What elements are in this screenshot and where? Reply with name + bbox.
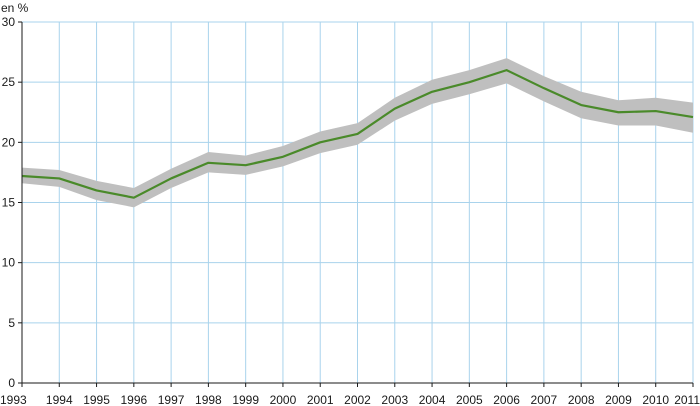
axes	[18, 21, 694, 387]
y-tick-label: 5	[8, 316, 15, 330]
y-axis-unit-label: en %	[1, 1, 29, 15]
x-tick-label: 2003	[381, 393, 408, 406]
x-tick-label: 2000	[270, 393, 297, 406]
x-tick-label: 1998	[195, 393, 222, 406]
y-tick-label: 0	[8, 376, 15, 390]
x-tick-label: 2008	[568, 393, 595, 406]
x-tick-label: 2004	[419, 393, 446, 406]
x-tick-label: 1994	[46, 393, 73, 406]
y-tick-label: 30	[2, 15, 16, 29]
x-tick-label: 1999	[232, 393, 259, 406]
x-tick-label: 2009	[605, 393, 632, 406]
y-tick-labels: 0 5 10 15 20 25 30	[2, 15, 16, 390]
y-tick-label: 25	[2, 75, 16, 89]
y-tick-label: 15	[2, 196, 16, 210]
x-tick-label: 2007	[531, 393, 558, 406]
x-tick-labels: 1993 1994 1995 1996 1997 1998 1999 2000 2001 2002…	[0, 393, 700, 406]
x-tick-label: 2006	[493, 393, 520, 406]
y-tick-label: 10	[2, 256, 16, 270]
x-tick-label: 2001	[307, 393, 334, 406]
series-line	[21, 69, 694, 199]
x-tick-label: 1995	[83, 393, 110, 406]
x-tick-label: 2011	[674, 393, 700, 406]
x-tick-label: 2005	[456, 393, 483, 406]
x-tick-label: 1997	[158, 393, 185, 406]
x-tick-label: 2002	[344, 393, 371, 406]
x-tick-label: 2010	[642, 393, 669, 406]
x-tick-label: 1996	[120, 393, 147, 406]
y-tick-label: 20	[2, 135, 16, 149]
x-tick-label: 1993	[0, 393, 27, 406]
